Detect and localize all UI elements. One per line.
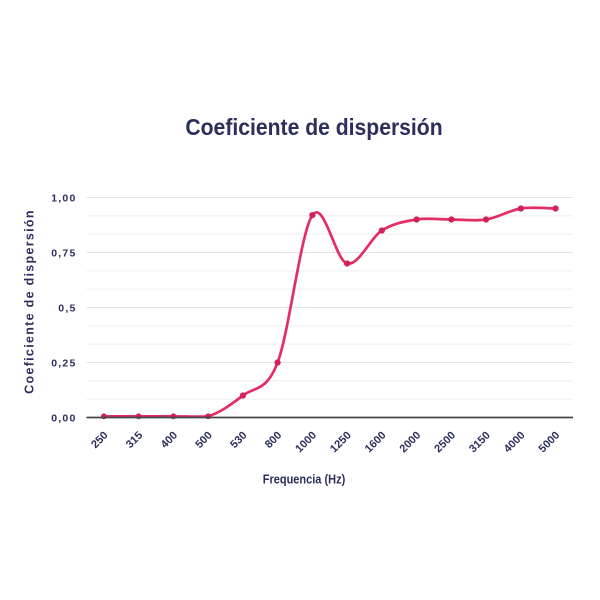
svg-text:4000: 4000 [502, 429, 528, 455]
svg-text:1600: 1600 [363, 429, 389, 455]
svg-text:3150: 3150 [467, 429, 493, 455]
svg-text:315: 315 [124, 429, 145, 450]
svg-text:400: 400 [159, 429, 180, 450]
svg-text:1000: 1000 [293, 429, 319, 455]
svg-text:800: 800 [263, 429, 284, 450]
svg-text:Coeficiente de dispersión: Coeficiente de dispersión [185, 114, 442, 140]
svg-text:0,5: 0,5 [58, 302, 76, 314]
svg-text:530: 530 [228, 429, 249, 450]
svg-text:2500: 2500 [432, 429, 458, 455]
svg-text:250: 250 [89, 429, 110, 450]
svg-text:Frequencia (Hz): Frequencia (Hz) [263, 473, 346, 487]
svg-text:5000: 5000 [537, 429, 563, 455]
svg-text:1,00: 1,00 [51, 192, 76, 204]
svg-text:0,00: 0,00 [51, 412, 76, 424]
svg-text:500: 500 [193, 429, 214, 450]
svg-text:Coeficiente de dispersión: Coeficiente de dispersión [23, 209, 37, 394]
svg-text:2000: 2000 [398, 429, 424, 455]
svg-text:0,75: 0,75 [51, 247, 76, 259]
svg-text:0,25: 0,25 [51, 357, 76, 369]
svg-text:1250: 1250 [328, 429, 354, 455]
